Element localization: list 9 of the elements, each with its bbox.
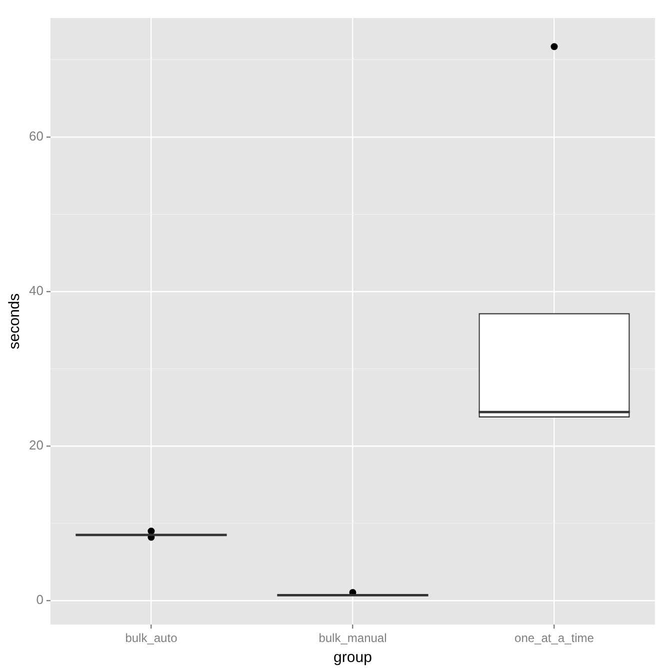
y-tick-label: 0 <box>36 592 44 608</box>
x-tick-label: bulk_manual <box>318 631 387 646</box>
y-axis-title: seconds <box>6 293 24 350</box>
y-tick-label: 40 <box>28 283 44 298</box>
x-tick-label: bulk_auto <box>125 631 178 646</box>
y-tick-label: 60 <box>28 128 44 144</box>
y-tick-label: 20 <box>28 438 44 453</box>
x-axis-title: group <box>334 649 372 666</box>
x-tick-label: one_at_a_time <box>514 631 594 646</box>
